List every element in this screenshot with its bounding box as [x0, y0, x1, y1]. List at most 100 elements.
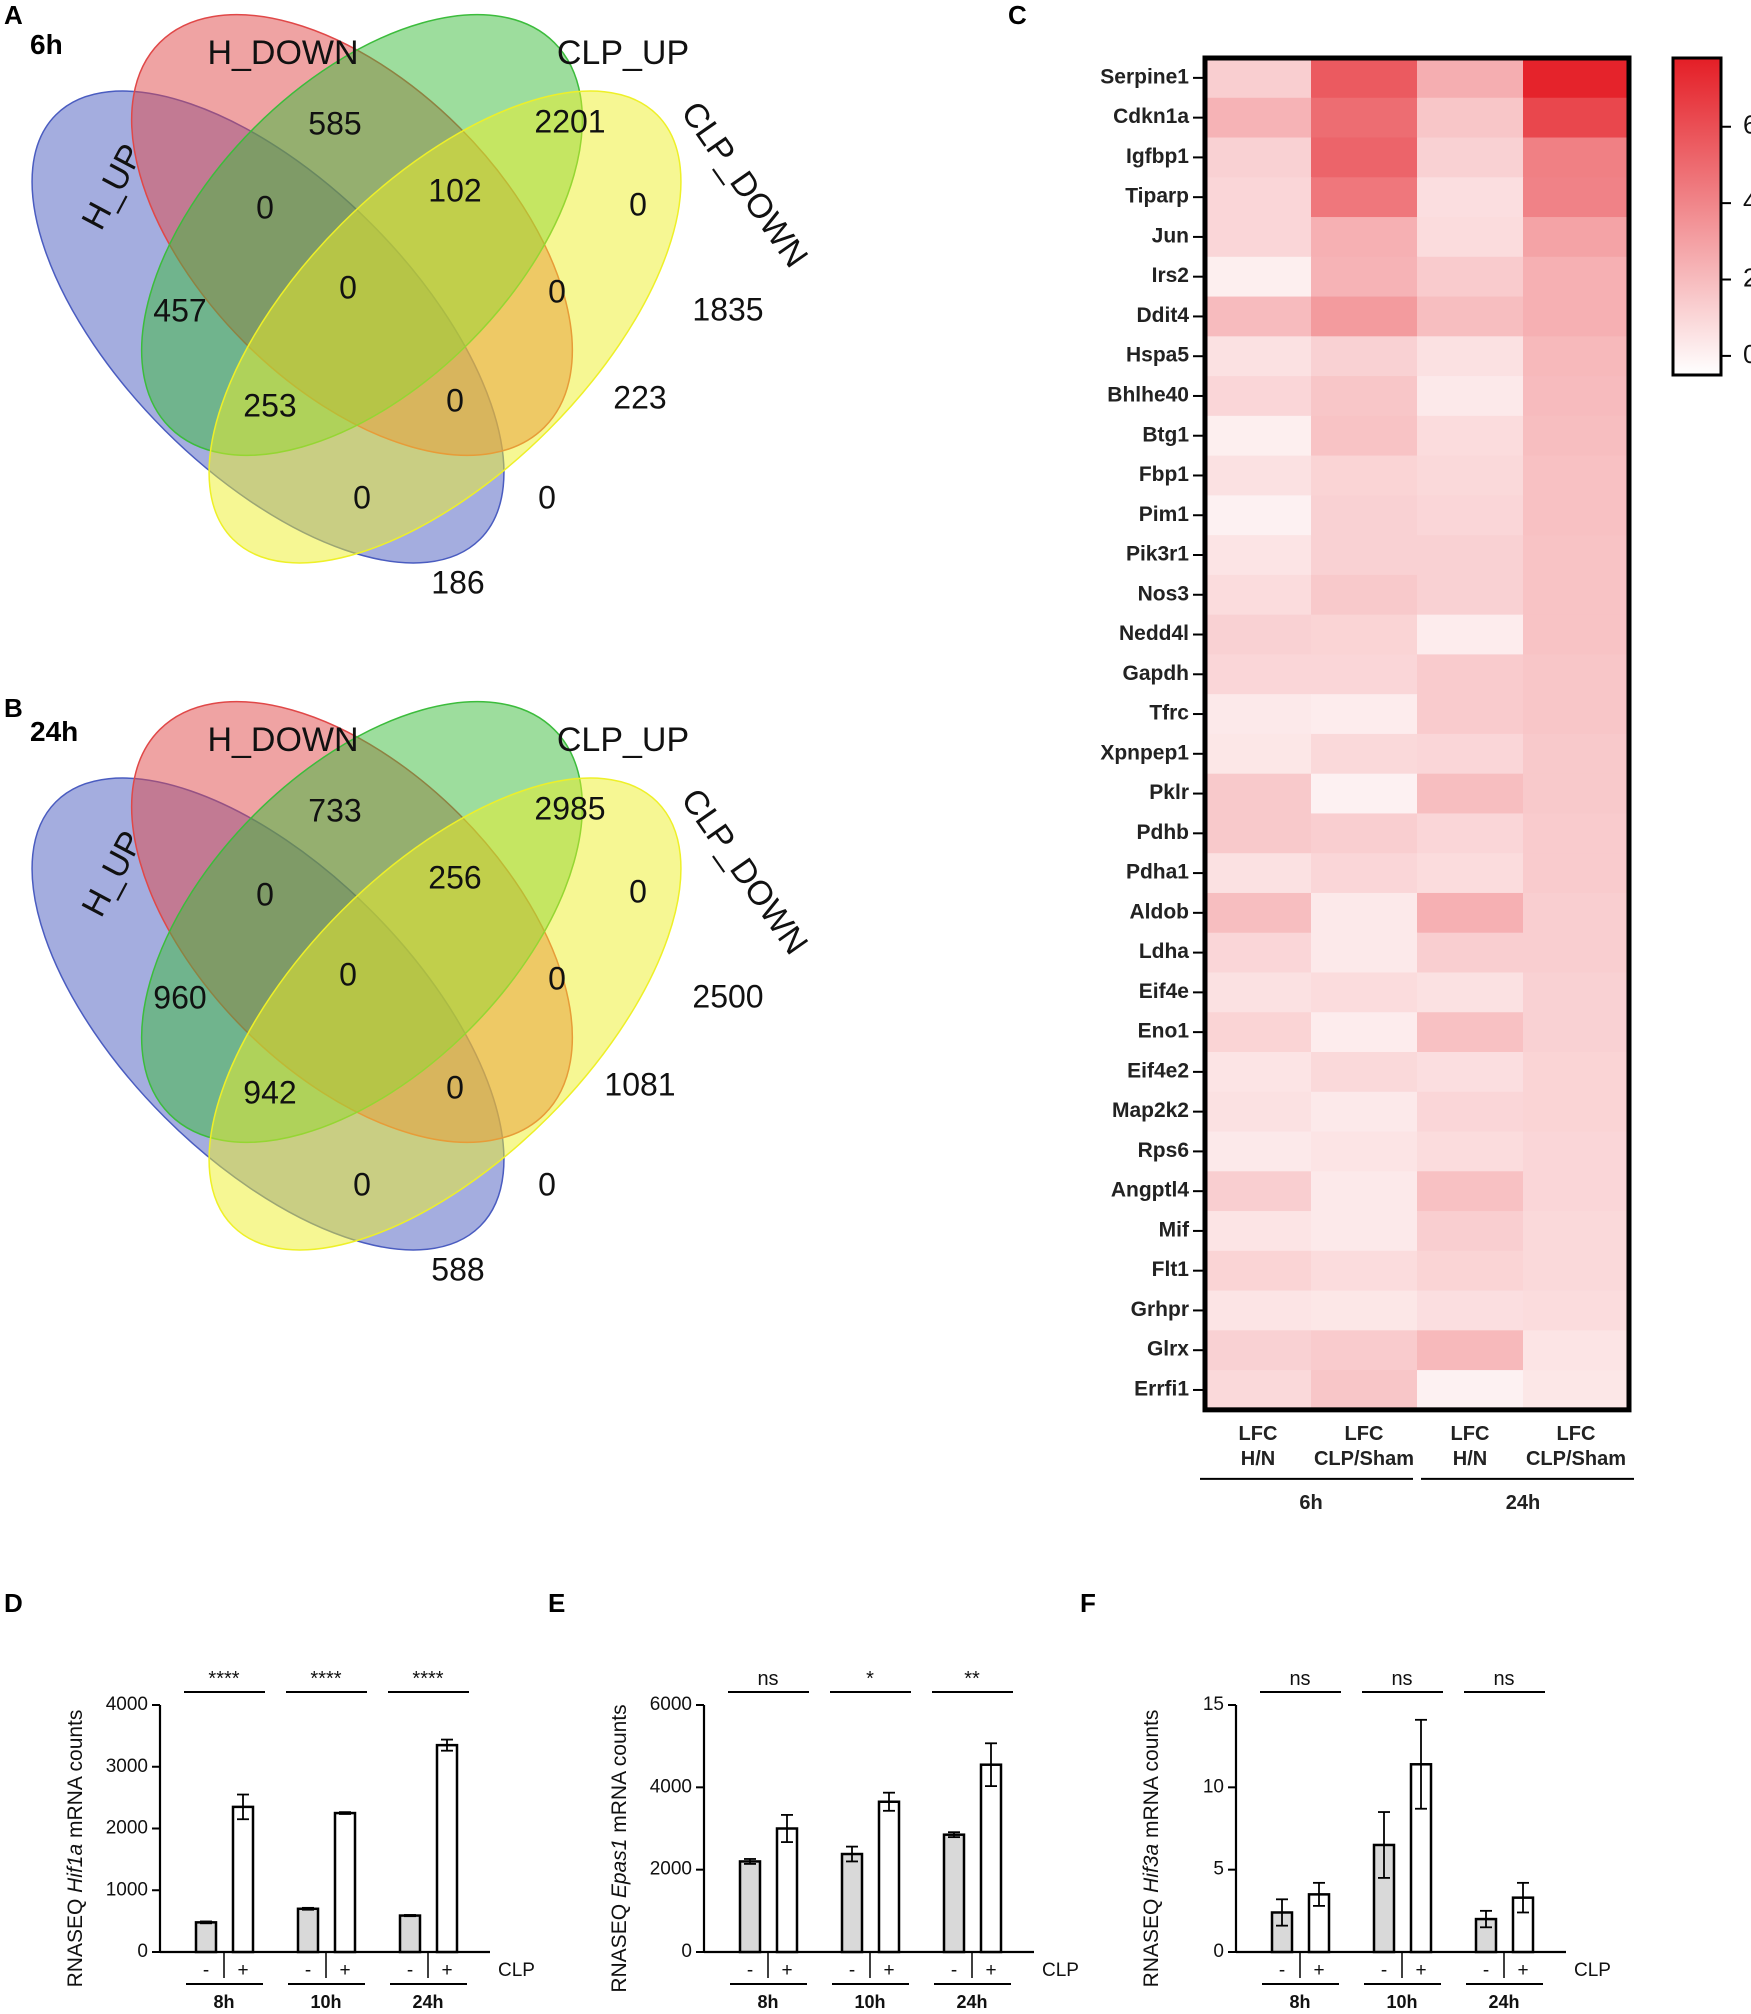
heatmap-cell [1311, 495, 1418, 536]
venn-region-count: 256 [428, 859, 481, 895]
heatmap-cell [1311, 733, 1418, 775]
panel-label-a: A [4, 0, 23, 30]
panel-label-b: B [4, 693, 23, 723]
heatmap-row-label: Ddit4 [1137, 304, 1190, 327]
heatmap-cell [1523, 97, 1630, 139]
heatmap-cell [1311, 1171, 1418, 1212]
heatmap-col-label-line1: LFC [1451, 1423, 1490, 1445]
venn-region-count: 0 [353, 1166, 371, 1202]
heatmap-cell [1523, 1330, 1630, 1371]
heatmap-cell [1205, 614, 1312, 655]
venn-region-count: 2201 [534, 103, 605, 139]
group-label: 10h [1386, 1992, 1417, 2012]
heatmap-row-label: Map2k2 [1112, 1099, 1189, 1122]
heatmap-cell [1523, 972, 1630, 1013]
heatmap-cell [1417, 694, 1524, 735]
y-tick-label: 1000 [106, 1879, 148, 1900]
venn-set-label-4: CLP_DOWN [673, 782, 815, 962]
heatmap-cell [1205, 1370, 1312, 1411]
heatmap-cell [1417, 455, 1524, 496]
venn-set-label-2: H_DOWN [207, 721, 358, 759]
heatmap-cell [1417, 217, 1524, 258]
heatmap-cell [1311, 177, 1418, 218]
heatmap-cell [1417, 1250, 1524, 1292]
heatmap-cell [1205, 654, 1312, 695]
venn-region-count: 223 [613, 379, 666, 415]
heatmap-cell [1523, 1052, 1630, 1093]
bar-clp [333, 1811, 357, 1954]
venn-set-label-4: CLP_DOWN [673, 95, 815, 275]
panel-label-e: E [548, 1588, 565, 1618]
venn-set-label-3: CLP_UP [557, 721, 689, 759]
heatmap-cell [1523, 455, 1630, 496]
y-axis-label: RNASEQ Hif1a mRNA counts [64, 1710, 87, 1988]
condition-label: - [407, 1960, 413, 1981]
heatmap-cell [1523, 137, 1630, 178]
heatmap-cell [1205, 1171, 1312, 1212]
heatmap-cell [1205, 853, 1312, 894]
heatmap-cell [1311, 1012, 1418, 1053]
heatmap-cell [1205, 97, 1312, 139]
venn-region-count: 0 [446, 382, 464, 418]
heatmap-cell [1205, 813, 1312, 854]
heatmap-cell [1417, 932, 1524, 974]
condition-label: - [1279, 1960, 1285, 1981]
heatmap-cell [1523, 495, 1630, 536]
condition-axis-label: CLP [498, 1960, 535, 1981]
bar-clp [231, 1805, 255, 1954]
heatmap-cell [1205, 733, 1312, 775]
heatmap-cell [1311, 853, 1418, 894]
heatmap-col-label-line2: CLP/Sham [1314, 1448, 1414, 1470]
significance-label: ** [964, 1668, 980, 1690]
venn-region-count: 0 [256, 876, 274, 912]
heatmap-cell [1311, 574, 1418, 616]
venn-region-count: 0 [538, 479, 556, 515]
bar-chart-hif1a: 0 1000 2000 3000 4000 RNASEQ Hif1a mRNA count… [64, 1668, 535, 2012]
bar-clp [775, 1827, 799, 1954]
colorbar [1671, 56, 1723, 377]
bar-clp [979, 1763, 1003, 1954]
heatmap-cell [1205, 773, 1312, 815]
venn-region-count: 0 [339, 269, 357, 305]
y-axis-label-prefix: RNASEQ [1140, 1893, 1163, 1988]
heatmap-cell [1417, 1171, 1524, 1212]
heatmap-cell [1205, 1250, 1312, 1292]
heatmap-cell [1523, 654, 1630, 695]
venn-region-count: 585 [308, 105, 361, 141]
heatmap-cell [1205, 415, 1312, 457]
heatmap-cell [1417, 376, 1524, 417]
heatmap-row-label: Eif4e [1139, 980, 1189, 1003]
heatmap-cell [1205, 296, 1312, 337]
condition-axis-label: CLP [1042, 1960, 1079, 1981]
heatmap-row-label: Pdhb [1137, 821, 1190, 844]
heatmap-cell [1205, 535, 1312, 576]
heatmap-cell [1523, 773, 1630, 815]
heatmap-cell [1311, 694, 1418, 735]
heatmap-cell [1311, 535, 1418, 576]
y-tick-label: 4000 [106, 1694, 148, 1715]
heatmap-cell [1205, 217, 1312, 258]
group-label: 24h [412, 1992, 443, 2012]
heatmap-cell [1311, 1052, 1418, 1093]
heatmap-col-label-line2: CLP/Sham [1526, 1448, 1626, 1470]
heatmap-row-label: Nedd4l [1119, 622, 1189, 645]
heatmap-cell [1205, 1012, 1312, 1053]
y-tick-label: 10 [1203, 1776, 1224, 1797]
heatmap-cell [1523, 217, 1630, 258]
y-tick-label: 0 [681, 1941, 692, 1962]
heatmap-cell [1205, 1131, 1312, 1172]
venn-region-count: 2500 [692, 978, 763, 1014]
y-axis-label-gene: Hif1a [64, 1844, 87, 1893]
heatmap-cell [1523, 614, 1630, 655]
venn-title: 24h [30, 716, 78, 747]
heatmap-cell [1311, 58, 1418, 99]
venn-region-count: 588 [431, 1251, 484, 1287]
venn-region-count: 186 [431, 564, 484, 600]
colorbar-tick-label: 4 [1743, 186, 1751, 216]
heatmap-cell [1205, 694, 1312, 735]
venn-region-count: 0 [353, 479, 371, 515]
heatmap-cell [1523, 58, 1630, 99]
y-axis-label: RNASEQ Epas1 mRNA counts [608, 1704, 631, 1992]
condition-label: + [339, 1960, 350, 1981]
